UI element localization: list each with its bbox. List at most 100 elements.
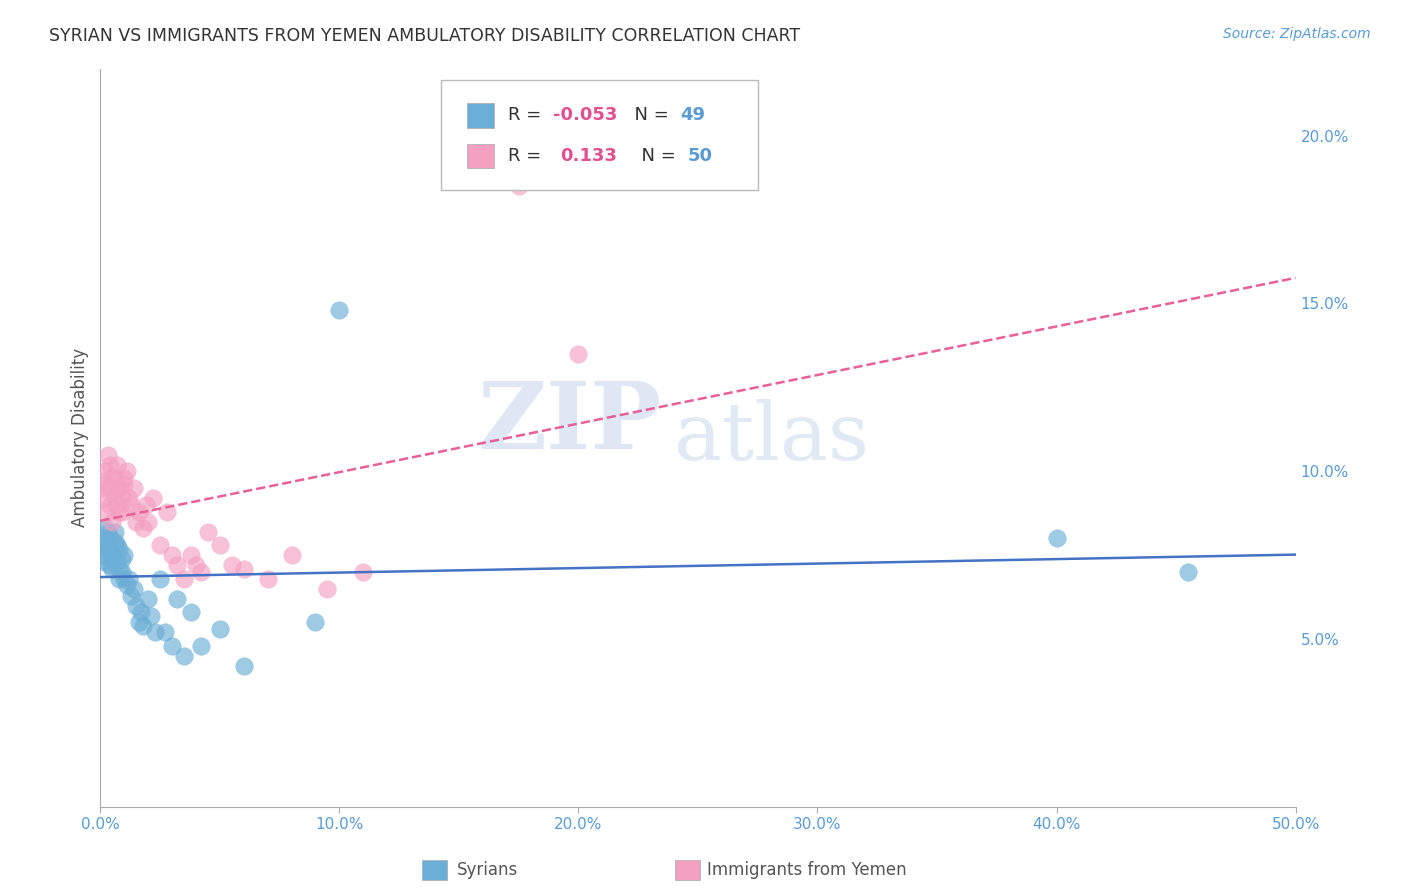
Point	[352, 565, 374, 579]
Point	[98, 481, 121, 495]
Point	[166, 558, 188, 573]
Point	[98, 458, 121, 472]
Point	[1177, 565, 1199, 579]
Point	[94, 464, 117, 478]
Point	[108, 505, 131, 519]
Point	[142, 491, 165, 505]
Y-axis label: Ambulatory Disability: Ambulatory Disability	[72, 348, 89, 527]
Point	[105, 538, 128, 552]
Point	[149, 572, 172, 586]
Point	[118, 572, 141, 586]
FancyBboxPatch shape	[467, 103, 494, 128]
Text: 0.133: 0.133	[561, 147, 617, 165]
Point	[304, 615, 326, 630]
Point	[101, 471, 124, 485]
Point	[149, 538, 172, 552]
Point	[184, 558, 207, 573]
Point	[190, 639, 212, 653]
Point	[125, 599, 148, 613]
Point	[160, 548, 183, 562]
Text: ZIP: ZIP	[478, 378, 662, 468]
Point	[232, 562, 254, 576]
Point	[153, 625, 176, 640]
Point	[128, 615, 150, 630]
Point	[111, 551, 134, 566]
Point	[316, 582, 339, 596]
Point	[111, 505, 134, 519]
Point	[96, 534, 118, 549]
Point	[190, 565, 212, 579]
Point	[197, 524, 219, 539]
Point	[111, 491, 134, 505]
Point	[108, 572, 131, 586]
Point	[112, 477, 135, 491]
Text: N =: N =	[630, 147, 682, 165]
Point	[91, 481, 114, 495]
Point	[129, 605, 152, 619]
Point	[94, 538, 117, 552]
Point	[108, 562, 131, 576]
Point	[98, 558, 121, 573]
Point	[136, 515, 159, 529]
Point	[108, 541, 131, 556]
Text: R =: R =	[508, 106, 547, 124]
Text: N =: N =	[623, 106, 673, 124]
Point	[105, 555, 128, 569]
Point	[1045, 532, 1067, 546]
Point	[91, 491, 114, 505]
Point	[280, 548, 302, 562]
Point	[98, 498, 121, 512]
Point	[120, 498, 142, 512]
Text: Immigrants from Yemen: Immigrants from Yemen	[707, 861, 907, 879]
Point	[105, 481, 128, 495]
Point	[132, 521, 155, 535]
Point	[112, 572, 135, 586]
Point	[91, 548, 114, 562]
Point	[112, 548, 135, 562]
Point	[104, 534, 127, 549]
Point	[208, 538, 231, 552]
Point	[105, 458, 128, 472]
Point	[135, 498, 157, 512]
Point	[166, 591, 188, 606]
Point	[111, 565, 134, 579]
Point	[101, 562, 124, 576]
Point	[104, 491, 127, 505]
Point	[118, 491, 141, 505]
Point	[143, 625, 166, 640]
Point	[98, 541, 121, 556]
Point	[128, 505, 150, 519]
Point	[328, 303, 350, 318]
Point	[221, 558, 243, 573]
Point	[122, 582, 145, 596]
Point	[115, 464, 138, 478]
Point	[136, 591, 159, 606]
Point	[208, 622, 231, 636]
Point	[112, 471, 135, 485]
Point	[101, 551, 124, 566]
FancyBboxPatch shape	[441, 79, 758, 190]
Point	[139, 608, 162, 623]
Point	[98, 532, 121, 546]
Point	[156, 505, 179, 519]
Text: 49: 49	[681, 106, 704, 124]
Point	[173, 648, 195, 663]
Text: SYRIAN VS IMMIGRANTS FROM YEMEN AMBULATORY DISABILITY CORRELATION CHART: SYRIAN VS IMMIGRANTS FROM YEMEN AMBULATO…	[49, 27, 800, 45]
Point	[94, 555, 117, 569]
Point	[180, 548, 202, 562]
Point	[96, 448, 118, 462]
Point	[173, 572, 195, 586]
Point	[232, 659, 254, 673]
Text: Source: ZipAtlas.com: Source: ZipAtlas.com	[1223, 27, 1371, 41]
Point	[91, 532, 114, 546]
Point	[160, 639, 183, 653]
Text: R =: R =	[508, 147, 553, 165]
Point	[115, 578, 138, 592]
Point	[508, 179, 530, 194]
Point	[96, 524, 118, 539]
FancyBboxPatch shape	[467, 144, 494, 169]
Point	[120, 589, 142, 603]
Point	[94, 475, 117, 489]
Point	[104, 471, 127, 485]
Point	[94, 521, 117, 535]
